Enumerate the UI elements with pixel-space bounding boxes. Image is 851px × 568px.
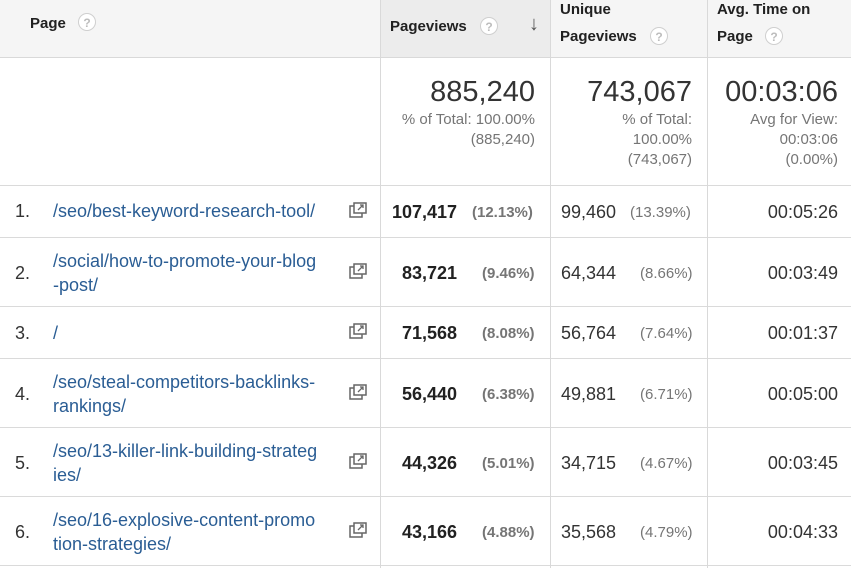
pageviews-percent: (8.08%) [482,325,535,342]
unique-percent: (7.64%) [640,325,693,342]
avg-time-value: 00:05:26 [767,202,838,222]
header-avg-label-2[interactable]: Page [717,28,753,45]
divider [0,496,851,497]
summary-pageviews-pct: % of Total: 100.00% [401,111,535,128]
pageviews-value: 107,417 [392,202,458,222]
pageviews-value: 83,721 [402,263,458,283]
summary-unique-pct: 100.00% [632,131,692,148]
unique-value: 35,568 [561,522,617,542]
pageviews-percent: (4.88%) [482,524,535,541]
page-link[interactable]: /social/how-to-promote-your-blog [53,251,317,271]
row-index: 4. [15,384,31,404]
summary-avg-value: 00:03:06 [779,131,838,148]
unique-value: 34,715 [561,453,617,473]
summary-pageviews-total: (885,240) [470,131,535,148]
column-divider [550,0,551,568]
summary-avg-time: 00:03:06 [725,76,838,108]
pageviews-percent: (5.01%) [482,455,535,472]
avg-time-value: 00:03:45 [767,453,838,473]
summary-unique-pct-label: % of Total: [622,111,692,128]
summary-unique-total: (743,067) [627,151,692,168]
avg-time-value: 00:01:37 [767,323,838,343]
header-unique-label-2[interactable]: Pageviews [560,28,637,45]
unique-percent: (13.39%) [630,204,691,221]
open-external-icon[interactable] [349,522,367,538]
header-page-label[interactable]: Page [30,15,66,32]
open-external-icon[interactable] [349,202,367,218]
pageviews-value: 71,568 [402,323,458,343]
unique-value: 49,881 [561,384,617,404]
page-link[interactable]: /seo/16-explosive-content-promo [53,510,316,530]
page-link-continued[interactable]: -post/ [53,275,99,295]
divider [0,306,851,307]
pageviews-percent: (12.13%) [472,204,533,221]
row-index: 2. [15,263,31,283]
avg-time-value: 00:05:00 [767,384,838,404]
divider [0,237,851,238]
open-external-icon[interactable] [349,453,367,469]
page-link[interactable]: /seo/best-keyword-research-tool/ [53,201,316,221]
open-external-icon[interactable] [349,263,367,279]
row-index: 3. [15,323,31,343]
divider [0,358,851,359]
page-link-continued[interactable]: tion-strategies/ [53,534,172,554]
divider [0,185,851,186]
header-unique-label-1[interactable]: Unique [560,1,611,18]
divider [0,565,851,566]
header-pageviews-label[interactable]: Pageviews [390,18,467,35]
page-link[interactable]: /seo/steal-competitors-backlinks- [53,372,316,392]
open-external-icon[interactable] [349,323,367,339]
avg-time-value: 00:04:33 [767,522,838,542]
unique-value: 64,344 [561,263,617,283]
pageviews-value: 56,440 [402,384,458,404]
help-icon[interactable]: ? [78,13,96,31]
summary-avg-delta: (0.00%) [785,151,838,168]
divider [0,427,851,428]
unique-percent: (6.71%) [640,386,693,403]
unique-value: 99,460 [561,202,617,222]
header-unique-cell[interactable] [551,0,707,58]
help-icon[interactable]: ? [765,27,783,45]
page-link[interactable]: /seo/13-killer-link-building-strateg [53,441,318,461]
pageviews-percent: (6.38%) [482,386,535,403]
summary-unique: 743,067 [587,76,692,108]
summary-pageviews: 885,240 [430,76,535,108]
header-page-cell [0,0,380,58]
row-index: 1. [15,201,31,221]
avg-time-value: 00:03:49 [767,263,838,283]
pageviews-value: 43,166 [402,522,458,542]
help-icon[interactable]: ? [650,27,668,45]
row-index: 6. [15,522,31,542]
sort-desc-icon[interactable]: ↓ [529,13,539,35]
summary-avg-label: Avg for View: [750,111,838,128]
page-link-continued[interactable]: ies/ [53,465,82,485]
page-link-continued[interactable]: rankings/ [53,396,127,416]
column-divider [707,0,708,568]
row-index: 5. [15,453,31,473]
column-divider [380,0,381,568]
open-external-icon[interactable] [349,384,367,400]
page-link[interactable]: / [53,323,59,343]
unique-value: 56,764 [561,323,617,343]
header-pageviews-cell[interactable] [381,0,550,58]
unique-percent: (8.66%) [640,265,693,282]
help-icon[interactable]: ? [480,17,498,35]
pageviews-percent: (9.46%) [482,265,535,282]
pageviews-value: 44,326 [402,453,458,473]
unique-percent: (4.67%) [640,455,693,472]
unique-percent: (4.79%) [640,524,693,541]
header-avg-label-1[interactable]: Avg. Time on [717,1,811,18]
